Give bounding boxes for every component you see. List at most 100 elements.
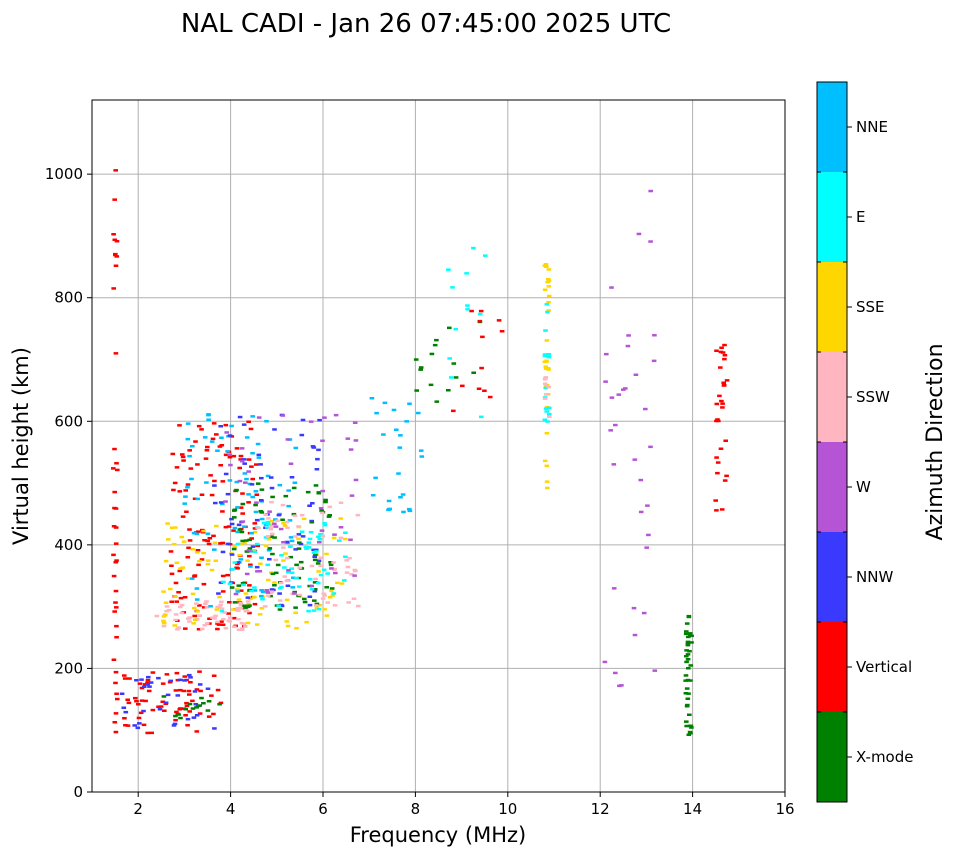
echo-point xyxy=(241,458,247,461)
echo-point xyxy=(195,610,200,613)
echo-point xyxy=(216,592,221,595)
echo-point xyxy=(255,482,261,485)
echo-point xyxy=(161,619,166,623)
echo-point xyxy=(122,717,127,720)
echo-point xyxy=(715,461,721,464)
echo-point xyxy=(269,590,275,593)
echo-point xyxy=(546,368,551,371)
echo-point xyxy=(291,512,297,516)
echo-point xyxy=(686,635,691,639)
echo-point xyxy=(479,415,484,419)
y-axis-label: Virtual height (km) xyxy=(9,347,33,545)
echo-point xyxy=(280,414,286,417)
echo-point xyxy=(543,263,549,266)
echo-point xyxy=(273,558,279,562)
echo-point xyxy=(123,710,129,714)
echo-point xyxy=(724,474,729,478)
echo-point xyxy=(173,595,178,598)
echo-point xyxy=(273,518,278,521)
echo-point xyxy=(111,467,116,470)
echo-point xyxy=(223,472,229,476)
echo-point xyxy=(242,541,247,545)
echo-point xyxy=(204,481,209,484)
echo-point xyxy=(186,546,191,550)
echo-point xyxy=(722,354,728,357)
echo-point xyxy=(465,308,470,311)
echo-point xyxy=(111,525,117,528)
echo-point xyxy=(277,587,283,590)
echo-point xyxy=(112,447,117,451)
echo-point xyxy=(232,561,238,564)
echo-point xyxy=(252,602,258,606)
echo-point xyxy=(284,540,290,544)
echo-point xyxy=(161,621,167,625)
echo-point xyxy=(244,539,249,542)
echo-point xyxy=(183,714,188,717)
y-tick-label: 400 xyxy=(54,536,83,554)
echo-point xyxy=(451,362,457,365)
echo-point xyxy=(206,700,212,703)
echo-point xyxy=(173,581,179,585)
echo-point xyxy=(542,377,548,380)
echo-point xyxy=(173,718,178,722)
echo-point xyxy=(249,532,254,535)
echo-point xyxy=(173,689,179,692)
echo-point xyxy=(213,501,218,505)
echo-point xyxy=(237,528,243,531)
echo-point xyxy=(187,449,192,452)
echo-point xyxy=(176,591,181,594)
echo-point xyxy=(176,713,181,716)
echo-point xyxy=(270,572,276,576)
echo-point xyxy=(161,695,167,698)
echo-point xyxy=(127,677,132,680)
echo-point xyxy=(543,365,549,368)
echo-point xyxy=(259,488,265,491)
echo-point xyxy=(247,554,252,558)
echo-point xyxy=(157,708,163,711)
echo-point xyxy=(246,501,251,504)
echo-point xyxy=(220,590,226,593)
echo-point xyxy=(217,445,223,448)
echo-point xyxy=(247,538,252,542)
echo-point xyxy=(281,541,286,544)
echo-point xyxy=(683,674,689,677)
x-axis-ticks: 2 4 6 8 10 12 14 16 xyxy=(133,792,795,818)
echo-point xyxy=(198,689,203,693)
echo-point xyxy=(685,658,691,661)
echo-point xyxy=(544,303,550,306)
echo-point xyxy=(238,458,243,461)
echo-point xyxy=(273,525,279,528)
echo-point xyxy=(259,589,264,592)
echo-point xyxy=(258,463,263,466)
echo-point xyxy=(613,423,618,427)
echo-point xyxy=(684,649,689,652)
x-tick-label: 12 xyxy=(591,800,610,818)
echo-point xyxy=(267,547,273,550)
y-tick-label: 1000 xyxy=(45,165,83,183)
echo-point xyxy=(233,592,239,596)
echo-point xyxy=(229,424,234,428)
echo-point xyxy=(321,592,327,595)
echo-point xyxy=(683,679,688,682)
echo-point xyxy=(471,246,476,250)
echo-point xyxy=(312,590,318,593)
echo-point xyxy=(246,420,251,423)
echo-point xyxy=(114,240,120,243)
echo-point xyxy=(544,393,549,396)
echo-point xyxy=(226,525,232,528)
echo-point xyxy=(684,622,690,625)
echo-point xyxy=(471,371,476,374)
echo-point xyxy=(407,507,412,511)
echo-point xyxy=(263,513,268,517)
echo-point xyxy=(416,411,421,415)
echo-point xyxy=(241,622,247,625)
echo-point xyxy=(178,707,183,710)
echo-point xyxy=(242,472,248,475)
echo-point xyxy=(256,453,262,457)
echo-point xyxy=(227,601,232,604)
data-points xyxy=(111,169,730,736)
echo-point xyxy=(267,558,272,561)
echo-point xyxy=(215,449,220,452)
echo-point xyxy=(329,567,334,570)
echo-point xyxy=(332,567,337,571)
